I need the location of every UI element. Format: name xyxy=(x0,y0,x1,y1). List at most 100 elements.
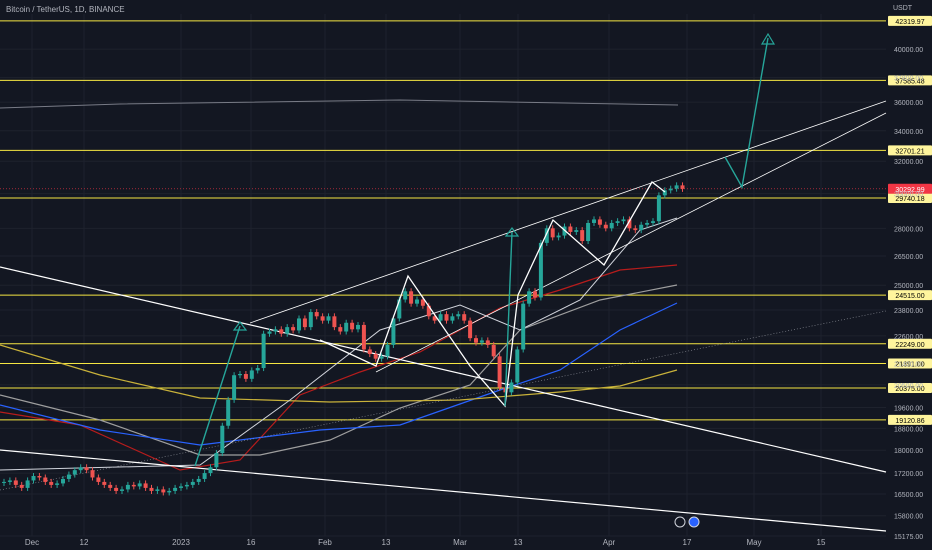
level-price-tag xyxy=(888,382,932,393)
y-tick-label: 37800.00 xyxy=(894,76,923,83)
candle-body xyxy=(397,299,402,319)
candle-body xyxy=(332,316,337,328)
candle-body xyxy=(344,322,349,332)
x-tick-label: May xyxy=(746,538,761,547)
y-tick-label: 36000.00 xyxy=(894,100,923,107)
candle-body xyxy=(597,219,602,225)
chart-title: Bitcoin / TetherUS, 1D, BINANCE xyxy=(6,5,125,14)
candle-body xyxy=(43,477,48,482)
candle-body xyxy=(662,190,667,196)
y-tick-label: 32000.00 xyxy=(894,159,923,166)
candle-body xyxy=(444,314,449,321)
candle-body xyxy=(84,467,89,471)
drawing-annotations xyxy=(194,32,776,528)
candle-body xyxy=(226,399,231,426)
candle-body xyxy=(7,480,12,482)
candle-body xyxy=(137,483,142,487)
candle-body xyxy=(562,226,567,236)
horizontal-levels: 42319.97 37585.48 32701.21 29740.18 24515.00… xyxy=(0,15,932,425)
candle-body xyxy=(633,228,638,231)
candle-body xyxy=(273,329,278,332)
candle-body xyxy=(592,219,596,223)
candle-body xyxy=(479,340,484,343)
candle-body xyxy=(55,483,60,485)
candle-body xyxy=(279,329,284,334)
level-price-label: 42319.97 xyxy=(895,19,924,26)
dotted-trend-line xyxy=(0,310,887,491)
y-tick-label: 28000.00 xyxy=(894,226,923,233)
candle-body xyxy=(320,316,325,321)
candle-body xyxy=(509,382,514,393)
level-price-tag xyxy=(888,145,932,156)
candle-body xyxy=(49,481,54,485)
candle-body xyxy=(674,185,679,189)
y-tick-label: 18800.00 xyxy=(894,426,923,433)
level-price-label: 24515.00 xyxy=(895,293,924,300)
candle-body xyxy=(220,425,225,454)
candle-body xyxy=(456,314,461,317)
ma-blue-line xyxy=(0,302,678,446)
y-tick-label: 30000.00 xyxy=(894,192,923,199)
level-price-label: 37585.48 xyxy=(895,78,924,85)
candle-body xyxy=(379,356,384,359)
arrow-path xyxy=(724,37,769,190)
candle-body xyxy=(420,299,425,306)
candle-body xyxy=(285,327,290,334)
level-price-tag xyxy=(888,338,932,349)
candle-body xyxy=(202,473,207,479)
candle-body xyxy=(556,235,561,238)
y-tick-label: 34000.00 xyxy=(894,129,923,136)
candle-body xyxy=(438,314,443,321)
candle-body xyxy=(409,291,414,304)
candle-body xyxy=(356,324,360,330)
y-tick-label: 22600.00 xyxy=(894,334,923,341)
candle-body xyxy=(574,230,579,232)
flag-icon xyxy=(688,516,700,528)
ma-red-line xyxy=(0,264,678,471)
level-price-tag xyxy=(888,358,932,369)
candle-body xyxy=(108,484,113,488)
x-tick-label: 16 xyxy=(247,538,256,547)
candle-body xyxy=(350,322,355,330)
candle-body xyxy=(120,489,124,491)
candle-body xyxy=(515,349,520,383)
candle-body xyxy=(143,483,148,488)
candle-body xyxy=(243,374,248,379)
candle-body xyxy=(78,467,83,471)
candle-body xyxy=(474,338,478,343)
candle-body xyxy=(668,188,673,191)
candle-body xyxy=(196,478,201,482)
x-tick-label: 17 xyxy=(683,538,692,547)
trend-lines xyxy=(0,99,887,532)
channel-upper-line xyxy=(249,100,887,324)
candle-body xyxy=(297,318,301,331)
candle-body xyxy=(179,486,183,488)
level-price-label: 32701.21 xyxy=(895,148,924,155)
candle-body xyxy=(426,305,431,317)
candle-body xyxy=(533,291,537,298)
candle-body xyxy=(291,327,296,331)
candle-body xyxy=(568,226,573,232)
level-price-label: 22249.00 xyxy=(895,342,924,349)
candle-body xyxy=(267,331,272,334)
candle-body xyxy=(61,478,65,484)
arrow-path xyxy=(194,325,241,467)
x-tick-label: Apr xyxy=(603,538,616,547)
x-tick-label: Mar xyxy=(453,538,467,547)
zigzag-pattern xyxy=(319,181,666,408)
arrow-head xyxy=(232,321,248,331)
x-tick-label: 12 xyxy=(80,538,89,547)
x-tick-label: 13 xyxy=(382,538,391,547)
candle-body xyxy=(214,453,219,468)
y-tick-label: 19600.00 xyxy=(894,405,923,412)
ma-200-line xyxy=(0,99,679,109)
y-tick-label: 16500.00 xyxy=(894,492,923,499)
candle-body xyxy=(580,230,585,242)
level-price-label: 20375.00 xyxy=(895,386,924,393)
candle-body xyxy=(66,474,71,479)
candle-body xyxy=(497,356,502,388)
x-tick-label: 13 xyxy=(514,538,523,547)
level-price-tag xyxy=(888,414,932,425)
candle-body xyxy=(131,484,136,487)
